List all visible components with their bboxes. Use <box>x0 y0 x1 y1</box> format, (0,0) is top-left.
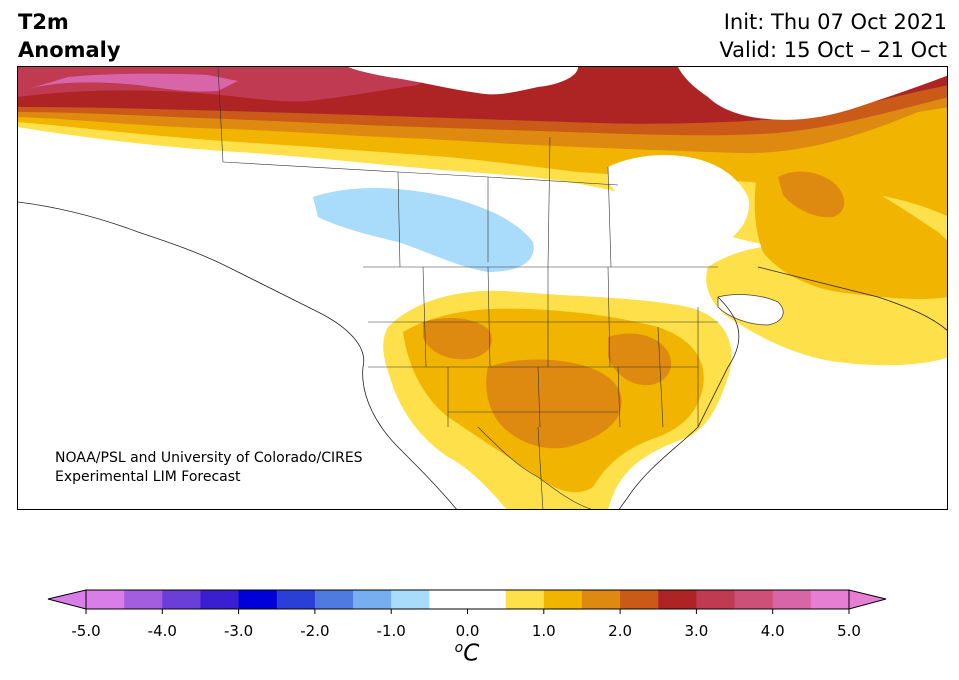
colorbar-cell <box>620 590 659 609</box>
colorbar-cell <box>276 590 316 609</box>
colorbar-cell <box>429 590 468 609</box>
anomaly-title: Anomaly <box>18 38 121 62</box>
variable-title: T2m <box>18 10 69 34</box>
colorbar-cell <box>734 590 774 609</box>
colorbar-tick-label: 2.0 <box>608 622 633 640</box>
colorbar-cell <box>200 590 240 609</box>
arctic-water <box>348 67 578 95</box>
coastlines <box>18 201 947 509</box>
title-right: Init: Thu 07 Oct 2021 Valid: 15 Oct – 21… <box>719 8 947 64</box>
credit-line-1: NOAA/PSL and University of Colorado/CIRE… <box>55 450 363 466</box>
colorbar-cell <box>505 590 545 609</box>
colorbar-svg <box>47 589 887 614</box>
map-frame <box>17 66 948 510</box>
colorbar-tick-label: 4.0 <box>760 622 785 640</box>
colorbar-cell <box>467 590 507 609</box>
colorbar-tick-label: -4.0 <box>147 622 177 640</box>
init-date: Init: Thu 07 Oct 2021 <box>723 10 947 34</box>
colorbar-cell <box>543 590 583 609</box>
anomaly-map <box>18 67 947 509</box>
colorbar-cell <box>391 590 430 609</box>
colorbar-cell <box>810 590 850 609</box>
unit-degree: o <box>454 640 464 656</box>
colorbar-cell <box>124 590 163 609</box>
colorbar-cell <box>162 590 201 609</box>
cold-region <box>313 188 534 272</box>
warm-region-east-3 <box>778 171 845 218</box>
arctic-water-2 <box>678 67 947 120</box>
credit-line-2: Experimental LIM Forecast <box>55 469 241 485</box>
warm-region-south-4 <box>423 317 492 360</box>
unit-celsius: C <box>463 640 480 667</box>
colorbar-cell <box>581 590 621 609</box>
title-left: T2m Anomaly <box>18 8 121 64</box>
colorbar-tick-label: -5.0 <box>71 622 101 640</box>
colorbar-cell <box>314 590 354 609</box>
hudson-bay <box>608 155 749 247</box>
colorbar-cell <box>696 590 736 609</box>
warm-region-north-7 <box>28 73 238 92</box>
warm-region-south-3 <box>486 359 622 449</box>
colorbar-cell <box>238 590 278 609</box>
valid-range: Valid: 15 Oct – 21 Oct <box>719 38 947 62</box>
colorbar-tick-label: 1.0 <box>531 622 556 640</box>
colorbar-tick-label: 5.0 <box>837 622 861 640</box>
warm-region-south-5 <box>608 333 672 386</box>
colorbar-cell <box>658 590 697 609</box>
colorbar-under-arrow <box>47 589 87 610</box>
colorbar-tick-label: -1.0 <box>376 622 406 640</box>
colorbar-unit: oC <box>455 640 480 667</box>
colorbar-cell <box>353 590 392 609</box>
colorbar-over-arrow <box>848 589 887 610</box>
colorbar <box>0 585 959 680</box>
colorbar-cell <box>86 590 125 609</box>
credit-text: NOAA/PSL and University of Colorado/CIRE… <box>55 449 363 487</box>
colorbar-cell <box>772 590 812 609</box>
colorbar-tick-label: 0.0 <box>455 622 480 640</box>
colorbar-tick-label: -2.0 <box>300 622 330 640</box>
colorbar-tick-label: -3.0 <box>223 622 254 640</box>
colorbar-tick-label: 3.0 <box>684 622 709 640</box>
borders <box>217 67 718 509</box>
